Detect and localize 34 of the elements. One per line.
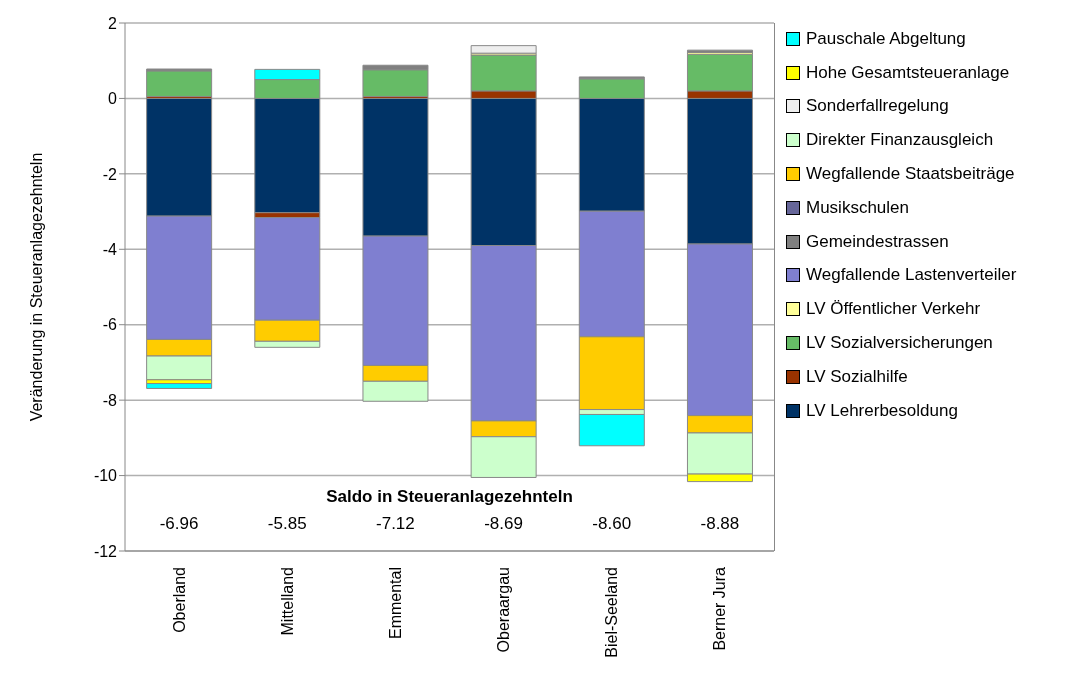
y-axis-title: Veränderung in Steueranlagezehnteln xyxy=(27,152,45,422)
legend-label: Musikschulen xyxy=(806,197,909,218)
y-tick-label: -6 xyxy=(102,316,118,334)
y-tick-label: -12 xyxy=(93,542,118,560)
legend-label: Wegfallende Lastenverteiler xyxy=(806,265,1017,286)
x-tick-label: Berner Jura xyxy=(711,566,729,651)
y-tick-label: 0 xyxy=(108,90,118,108)
annotation: -8.69 xyxy=(483,513,524,534)
legend-label: Hohe Gesamtsteueranlage xyxy=(806,62,1010,83)
annotation: -5.85 xyxy=(266,513,308,534)
legend-label: LV Lehrerbesoldung xyxy=(806,400,958,421)
y-tick-label: -4 xyxy=(102,240,118,258)
legend-label: Pauschale Abgeltung xyxy=(806,28,966,49)
legend-label: LV Sozialhilfe xyxy=(806,366,908,387)
y-tick-label: -8 xyxy=(102,391,118,409)
y-tick-label: -2 xyxy=(102,165,118,183)
annotation: -8.60 xyxy=(591,513,633,534)
legend-label: LV Sozialversicherungen xyxy=(806,333,993,354)
x-tick-label: Oberland xyxy=(170,567,188,633)
y-tick-label: -10 xyxy=(93,467,118,485)
x-tick-label: Emmental xyxy=(386,567,404,640)
x-tick-label: Mittelland xyxy=(278,567,296,636)
legend-label: Direkter Finanzausgleich xyxy=(806,130,994,151)
annotation: -8.88 xyxy=(699,513,741,534)
x-tick-label: Oberaargau xyxy=(495,567,513,653)
annotation: Saldo in Steueranlagezehnteln xyxy=(325,487,574,508)
legend-label: Sonderfallregelung xyxy=(806,96,949,117)
annotation: -7.12 xyxy=(375,513,416,534)
y-tick-label: 2 xyxy=(108,14,118,32)
legend-label: LV Öffentlicher Verkehr xyxy=(806,299,981,320)
annotation: -6.96 xyxy=(158,513,200,534)
legend-label: Gemeindestrassen xyxy=(806,231,949,252)
legend-label: Wegfallende Staatsbeiträge xyxy=(806,164,1015,185)
x-tick-label: Biel-Seeland xyxy=(603,567,621,658)
